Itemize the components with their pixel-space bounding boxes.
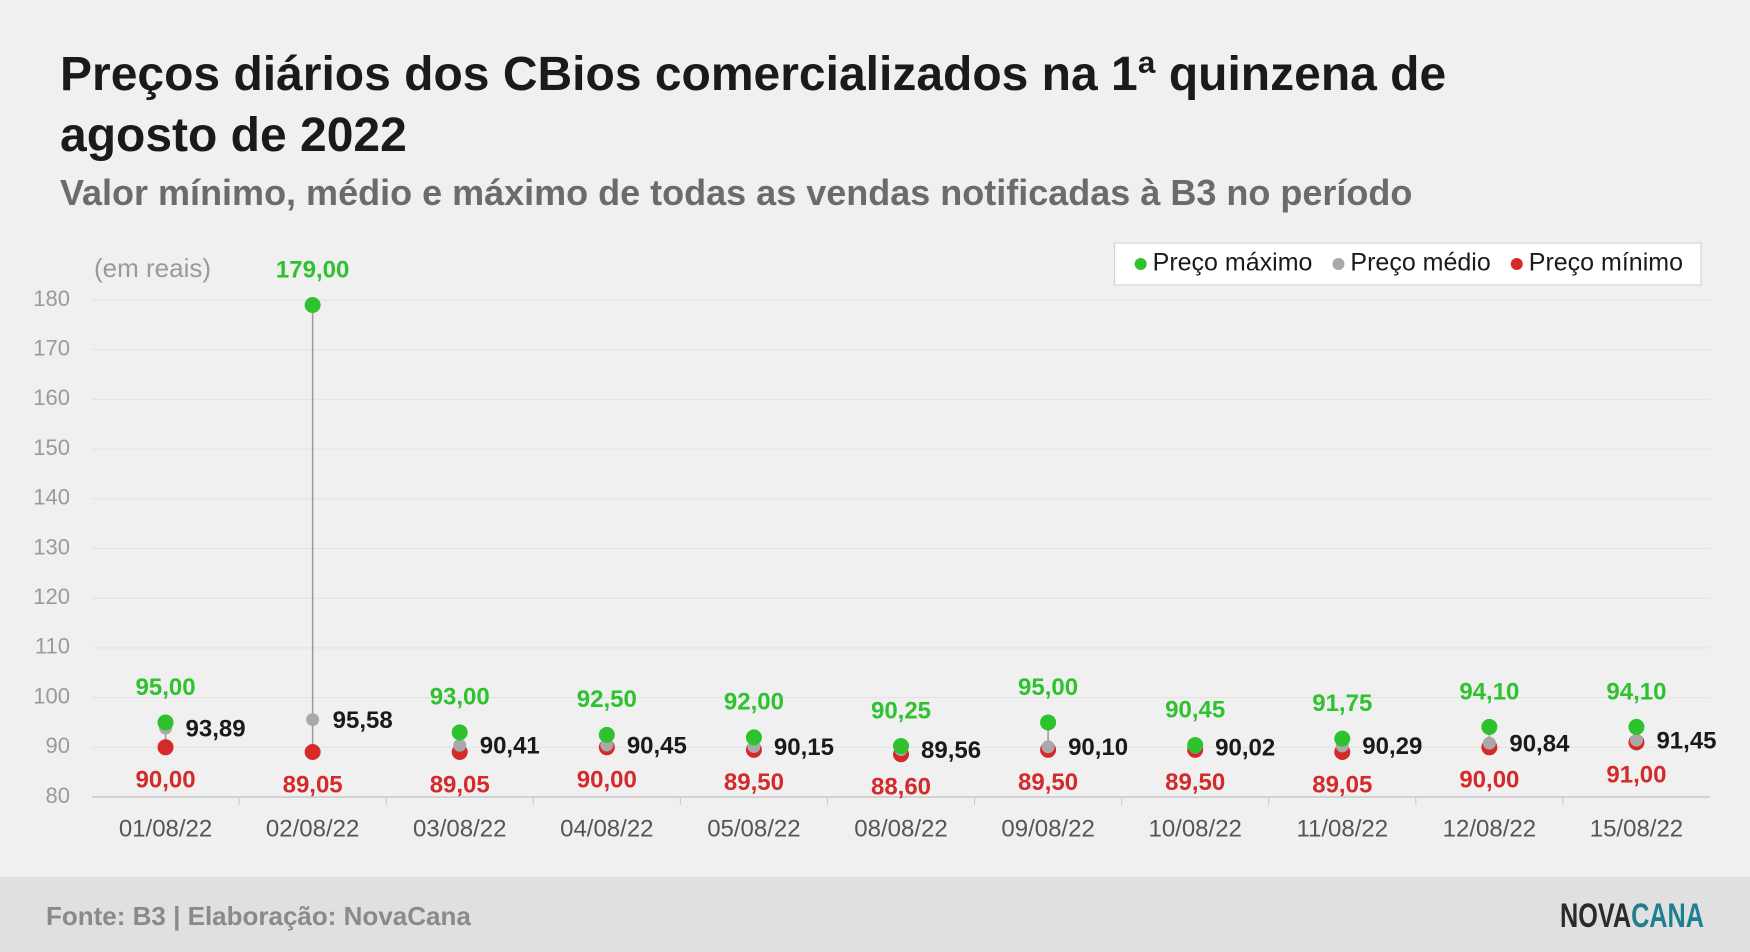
legend-label: Preço máximo — [1153, 249, 1313, 277]
data-label: 89,05 — [1312, 771, 1372, 798]
data-label: 89,50 — [1165, 769, 1225, 796]
dot — [1040, 714, 1057, 731]
data-label: 90,15 — [774, 734, 834, 761]
data-label: 93,89 — [186, 715, 246, 742]
dot — [1041, 740, 1055, 754]
data-label: 90,00 — [136, 767, 196, 794]
dot — [157, 714, 174, 731]
dot — [893, 738, 909, 755]
y-axis-label: (em reais) — [94, 253, 211, 283]
dot — [598, 726, 615, 743]
dot — [304, 296, 321, 313]
legend: Preço máximo Preço médio Preço mínimo — [1114, 242, 1702, 286]
x-tick-label: 09/08/22 — [1001, 815, 1094, 842]
x-tick-label: 03/08/22 — [413, 815, 506, 842]
data-label: 89,56 — [921, 737, 981, 764]
data-label: 179,00 — [276, 256, 349, 283]
dot — [451, 724, 468, 741]
data-label: 90,25 — [871, 697, 931, 724]
dot — [1481, 718, 1498, 735]
data-label: 94,10 — [1606, 678, 1666, 705]
y-tick-label: 180 — [33, 286, 70, 311]
logo-part: CANA — [1631, 897, 1704, 935]
data-label: 90,41 — [480, 733, 540, 760]
y-tick-label: 120 — [33, 584, 70, 609]
x-tick-label: 01/08/22 — [119, 815, 212, 842]
dot — [157, 739, 174, 756]
x-tick-label: 02/08/22 — [266, 815, 359, 842]
x-tick-label: 15/08/22 — [1590, 815, 1683, 842]
dot — [1629, 733, 1643, 747]
y-tick-label: 140 — [33, 485, 70, 510]
footer-source: Fonte: B3 | Elaboração: NovaCana — [46, 901, 471, 931]
data-label: 89,05 — [430, 771, 490, 798]
data-label: 91,45 — [1656, 727, 1716, 754]
y-tick-label: 170 — [33, 336, 70, 361]
data-label: 93,00 — [430, 684, 490, 711]
y-tick-label: 160 — [33, 385, 70, 410]
legend-marker — [1510, 258, 1523, 270]
chart-subtitle: Valor mínimo, médio e máximo de todas as… — [60, 172, 1413, 213]
dot — [1482, 736, 1496, 750]
footer-band — [0, 877, 1750, 952]
dot — [306, 713, 320, 727]
data-label: 90,02 — [1215, 735, 1275, 762]
data-label: 88,60 — [871, 774, 931, 801]
data-label: 90,84 — [1509, 730, 1570, 757]
legend-label: Preço mínimo — [1529, 249, 1683, 277]
data-label: 91,00 — [1606, 762, 1666, 789]
dot — [453, 738, 467, 752]
legend-marker — [1134, 258, 1147, 270]
data-label: 95,58 — [333, 707, 393, 734]
data-label: 90,29 — [1362, 733, 1422, 760]
data-label: 92,50 — [577, 686, 637, 713]
chart-title: Preços diários dos CBios comercializados… — [60, 48, 1447, 162]
logo: NOVACANA — [1560, 897, 1704, 935]
x-tick-label: 04/08/22 — [560, 815, 653, 842]
dot — [1334, 730, 1351, 747]
x-tick-label: 08/08/22 — [854, 815, 947, 842]
logo-part: NOVA — [1560, 897, 1631, 935]
dot — [1628, 718, 1645, 735]
dot — [1187, 737, 1204, 754]
x-tick-label: 11/08/22 — [1296, 815, 1388, 842]
data-label: 91,75 — [1312, 690, 1372, 717]
legend-box — [1114, 242, 1702, 286]
data-label: 90,45 — [1165, 696, 1225, 723]
data-label: 90,45 — [627, 732, 687, 759]
dot — [304, 744, 321, 761]
data-label: 89,50 — [1018, 769, 1078, 796]
data-label: 90,10 — [1068, 734, 1128, 761]
data-label: 89,05 — [283, 771, 343, 798]
dot — [745, 729, 762, 746]
x-tick-label: 10/08/22 — [1148, 815, 1241, 842]
data-label: 90,00 — [1459, 767, 1519, 794]
data-label: 90,00 — [577, 767, 637, 794]
x-tick-label: 05/08/22 — [707, 815, 800, 842]
y-tick-label: 130 — [33, 534, 70, 559]
y-tick-label: 110 — [35, 634, 70, 659]
data-label: 89,50 — [724, 769, 784, 796]
x-tick-label: 12/08/22 — [1443, 815, 1536, 842]
y-tick-label: 150 — [33, 435, 70, 460]
data-label: 92,00 — [724, 689, 784, 716]
data-label: 94,10 — [1459, 678, 1519, 705]
data-label: 95,00 — [136, 674, 196, 701]
legend-marker — [1332, 258, 1345, 270]
y-tick-label: 90 — [46, 733, 70, 758]
y-tick-label: 80 — [46, 783, 70, 808]
legend-label: Preço médio — [1350, 249, 1490, 277]
data-label: 95,00 — [1018, 674, 1078, 701]
y-tick-label: 100 — [33, 683, 70, 708]
